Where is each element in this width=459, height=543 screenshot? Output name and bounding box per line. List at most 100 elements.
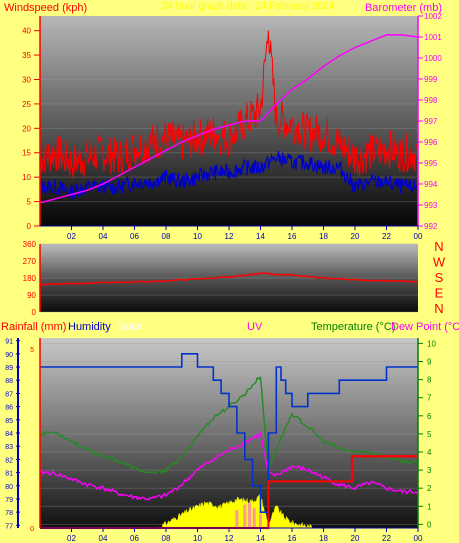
temperature-tick-label: 10 xyxy=(427,339,436,348)
barometer-tick-label: 1000 xyxy=(424,54,442,63)
wind-barometer-chart: Windspeed (kph) 24 hour graph data - 24 … xyxy=(4,1,442,240)
humidity-tick-label: 87 xyxy=(5,391,13,398)
temp-plot-area xyxy=(40,338,418,528)
temperature-axis-title: Temperature (°C) xyxy=(311,321,395,333)
x-tick-label: 22 xyxy=(382,534,391,543)
temperature-tick-label: 9 xyxy=(427,358,432,367)
windspeed-tick-label: 35 xyxy=(22,51,31,60)
windspeed-tick-label: 20 xyxy=(22,124,31,133)
x-tick-label: 12 xyxy=(225,232,234,240)
windspeed-tick-label: 5 xyxy=(27,198,32,207)
series-wind-direction xyxy=(39,272,419,286)
barometer-tick-label: 997 xyxy=(424,117,438,126)
windspeed-tick-label: 0 xyxy=(27,222,32,231)
windspeed-tick-label: 15 xyxy=(22,149,31,158)
humidity-tick-label: 91 xyxy=(5,339,13,346)
direction-label: N xyxy=(434,301,443,316)
barometer-tick-label: 993 xyxy=(424,201,438,210)
humidity-tick-label: 77 xyxy=(5,523,13,530)
direction-plot-area xyxy=(40,244,418,312)
temperature-tick-label: 2 xyxy=(427,484,432,493)
series-temperature xyxy=(39,430,419,501)
direction-tick-label: 0 xyxy=(32,308,37,317)
x-tick-label: 10 xyxy=(193,232,202,240)
barometer-tick-label: 992 xyxy=(424,222,438,231)
direction-tick-label: 360 xyxy=(23,240,37,249)
barometer-tick-label: 998 xyxy=(424,96,438,105)
x-tick-label: 16 xyxy=(288,534,297,543)
humidity-tick-label: 80 xyxy=(5,484,13,491)
temperature-tick-label: 1 xyxy=(427,502,432,511)
barometer-tick-label: 999 xyxy=(424,75,438,84)
rainfall-tick-label: 5 xyxy=(30,347,34,354)
temperature-tick-label: 3 xyxy=(427,466,432,475)
humidity-tick-label: 84 xyxy=(5,431,13,438)
barometer-tick-label: 995 xyxy=(424,159,438,168)
windspeed-axis-title: Windspeed (kph) xyxy=(4,2,87,14)
direction-tick-label: 180 xyxy=(23,274,37,283)
rainfall-axis-title: Rainfall (mm) xyxy=(1,321,66,333)
humidity-tick-label: 85 xyxy=(5,418,13,425)
x-tick-label: 04 xyxy=(99,534,108,543)
x-tick-label: 20 xyxy=(351,534,360,543)
humidity-tick-label: 90 xyxy=(5,352,13,359)
humidity-tick-label: 81 xyxy=(5,471,13,478)
direction-label: W xyxy=(433,255,446,270)
windspeed-tick-label: 10 xyxy=(22,173,31,182)
x-tick-label: 14 xyxy=(256,534,265,543)
x-tick-label: 04 xyxy=(99,232,108,240)
solar-axis-title: Solar xyxy=(118,321,144,333)
uv-axis-title: UV xyxy=(247,321,263,333)
barometer-tick-label: 1001 xyxy=(424,33,442,42)
humidity-tick-label: 86 xyxy=(5,405,13,412)
humidity-tick-label: 79 xyxy=(5,497,13,504)
humidity-tick-label: 88 xyxy=(5,378,13,385)
x-tick-label: 00 xyxy=(414,534,423,543)
humidity-tick-label: 78 xyxy=(5,510,13,517)
x-tick-label: 02 xyxy=(67,232,76,240)
x-tick-label: 20 xyxy=(351,232,360,240)
x-tick-label: 00 xyxy=(414,232,423,240)
x-tick-label: 18 xyxy=(319,534,328,543)
uv-bar xyxy=(243,504,247,528)
direction-label: E xyxy=(435,286,444,301)
temperature-humidity-chart: Rainfall (mm) Humidity Solar UV Temperat… xyxy=(1,321,459,543)
x-tick-label: 22 xyxy=(382,232,391,240)
rainfall-tick-label: 0 xyxy=(30,526,34,533)
windspeed-tick-label: 25 xyxy=(22,100,31,109)
series-gust xyxy=(39,30,419,179)
uv-bar xyxy=(259,513,262,528)
barometer-tick-label: 996 xyxy=(424,138,438,147)
uv-bar xyxy=(247,502,251,528)
series-humidity xyxy=(40,353,418,513)
wind-plot-area xyxy=(40,16,418,226)
series-barometer xyxy=(39,34,419,204)
x-tick-label: 14 xyxy=(256,232,265,240)
humidity-tick-label: 82 xyxy=(5,457,13,464)
barometer-tick-label: 1002 xyxy=(424,12,442,21)
uv-bar xyxy=(252,508,256,528)
dewpoint-axis-title: Dew Point (°C xyxy=(391,321,459,333)
temperature-tick-label: 0 xyxy=(427,520,432,529)
direction-label: N xyxy=(434,239,443,254)
graph-subtitle: 24 hour graph data - 24 February 2024 xyxy=(162,1,335,12)
direction-label: S xyxy=(435,270,444,285)
barometer-tick-label: 994 xyxy=(424,180,438,189)
direction-tick-label: 270 xyxy=(23,257,37,266)
x-tick-label: 06 xyxy=(130,232,139,240)
windspeed-tick-label: 30 xyxy=(22,75,31,84)
x-tick-label: 12 xyxy=(225,534,234,543)
humidity-tick-label: 89 xyxy=(5,365,13,372)
temperature-tick-label: 7 xyxy=(427,394,432,403)
uv-bar xyxy=(235,510,239,528)
series-wind-average xyxy=(39,151,419,200)
humidity-axis-title: Humidity xyxy=(68,321,111,333)
x-tick-label: 16 xyxy=(288,232,297,240)
windspeed-tick-label: 40 xyxy=(22,27,31,36)
humidity-tick-label: 83 xyxy=(5,444,13,451)
x-tick-label: 18 xyxy=(319,232,328,240)
x-tick-label: 02 xyxy=(67,534,76,543)
barometer-axis-title: Barometer (mb) xyxy=(365,2,442,14)
